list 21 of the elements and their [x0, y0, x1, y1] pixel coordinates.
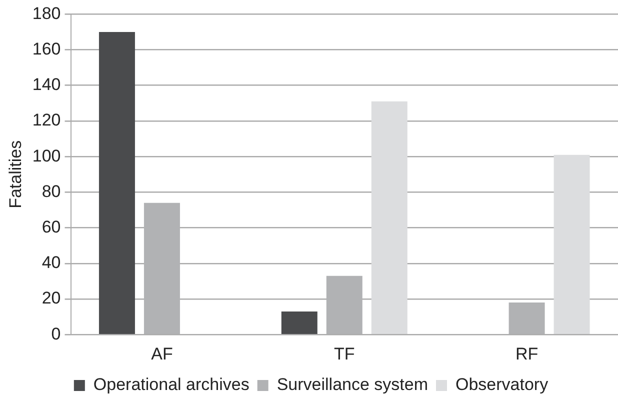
y-tick-label: 20 [42, 288, 61, 308]
bar [371, 101, 408, 334]
x-tick-label: AF [151, 344, 173, 364]
y-tick-label: 140 [32, 75, 61, 94]
bar [281, 311, 318, 334]
y-tick-label: 120 [32, 110, 61, 130]
legend-label: Observatory [455, 375, 549, 394]
y-tick-label: 0 [51, 324, 61, 344]
bar [554, 154, 590, 334]
legend-label: Operational archives [93, 375, 250, 394]
y-tick-label: 100 [32, 146, 61, 166]
y-tick-label: 180 [32, 4, 61, 23]
y-axis-title: Fatalities [6, 140, 25, 208]
bar [98, 32, 135, 334]
y-tick-label: 80 [42, 182, 61, 201]
y-tick-label: 60 [42, 217, 61, 236]
x-tick-label: TF [334, 344, 355, 364]
y-tick-label: 160 [32, 39, 61, 58]
y-tick-label: 40 [42, 253, 61, 272]
x-tick-label: RF [515, 344, 538, 364]
legend-label: Surveillance system [276, 375, 428, 394]
